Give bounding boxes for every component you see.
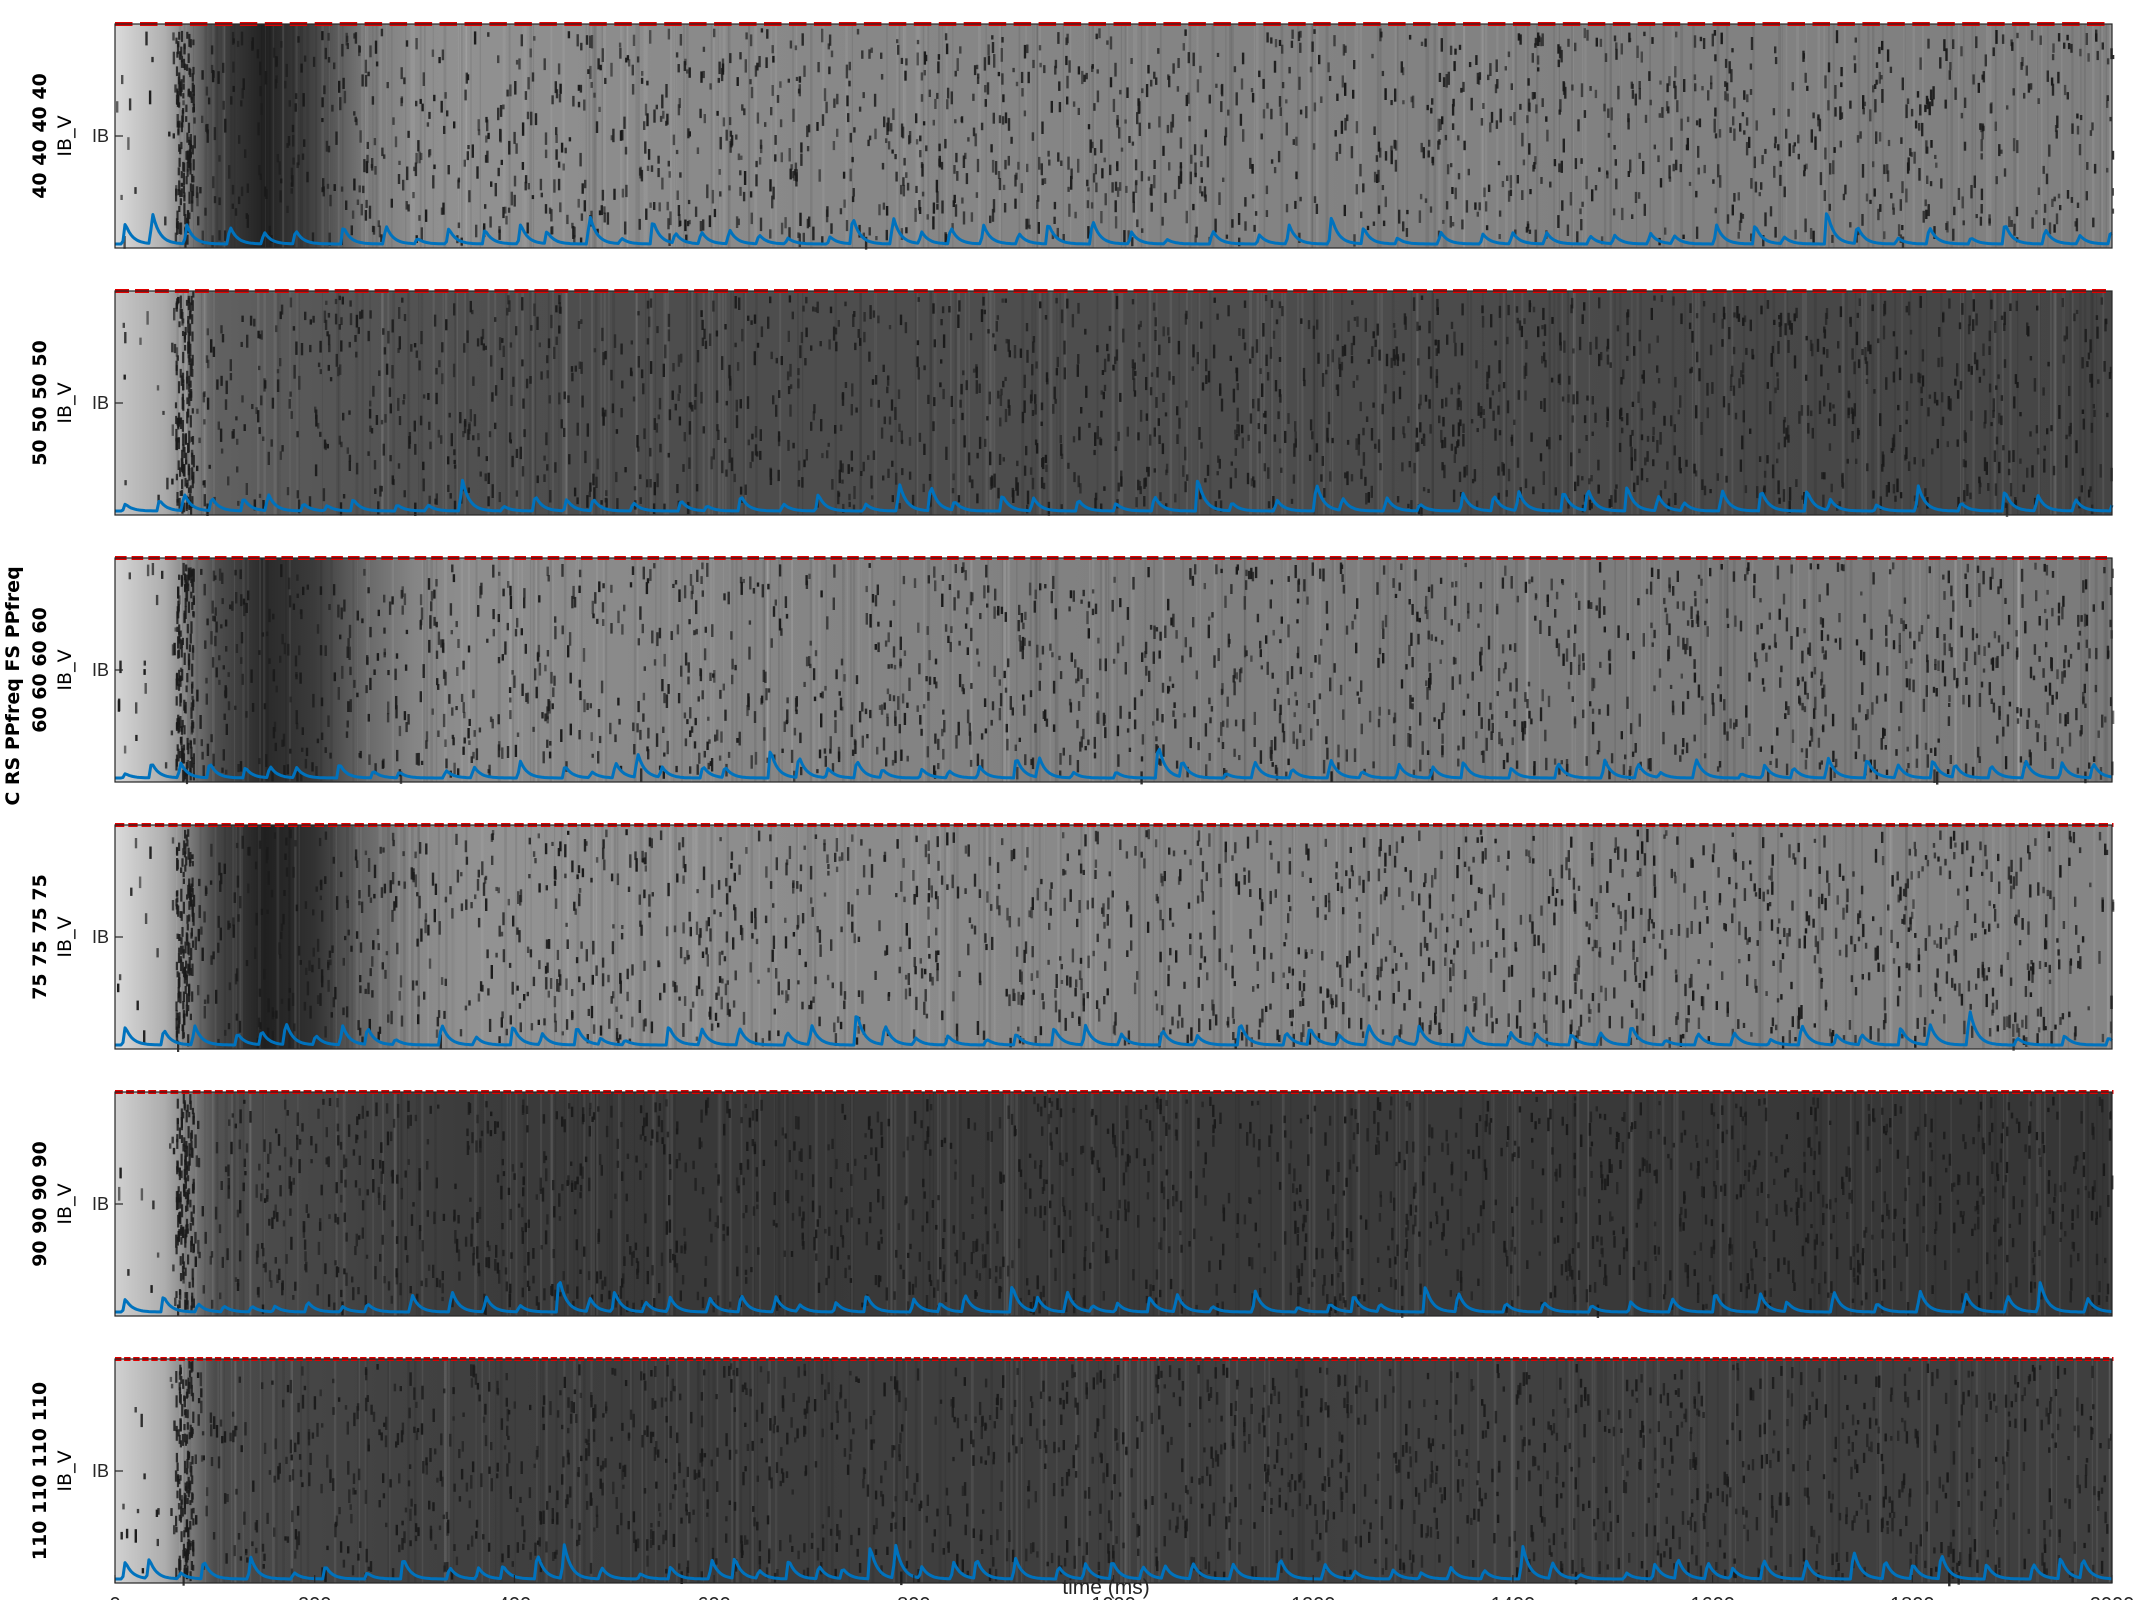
spike-raster [122,291,2113,517]
texture-streaks [179,1359,2114,1583]
x-tick-label: 1600 [1690,1594,1735,1600]
x-tick-label: 600 [697,1594,730,1600]
x-tick-label: 1200 [1291,1594,1336,1600]
panel-ytick: IB [92,1461,109,1481]
ib-v-trace [115,212,2113,246]
texture-streaks [175,825,2110,1049]
figure-left-label: C RS PPfreq FS PPfreq [2,566,24,805]
panel-ytick: IB [92,927,109,947]
x-tick-label: 1800 [1890,1594,1935,1600]
panel-freq-label: 75 75 75 75 [29,874,51,1000]
panel-ylabel: IB_V [54,1450,76,1491]
x-tick-label: 400 [498,1594,531,1600]
activity-background [115,24,2112,248]
panel-ylabel: IB_V [54,1183,76,1224]
spike-raster [118,1092,2114,1318]
activity-background [115,291,2112,515]
panel-ylabel: IB_V [54,382,76,423]
ib-v-trace [115,1010,2113,1047]
ib-v-trace [115,747,2113,780]
panel-freq-label: 40 40 40 40 [29,73,51,199]
panel-freq-label: 50 50 50 50 [29,340,51,466]
raster-panel: 40 40 40 40 IB_V IB [29,22,2115,250]
raster-panel: 50 50 50 50 IB_V IB [29,289,2114,517]
x-tick-label: 0 [109,1594,120,1600]
ib-v-trace [115,478,2114,513]
panel-freq-label: 110 110 110 110 [29,1382,51,1561]
activity-background [115,558,2112,782]
ib-v-trace [115,1543,2113,1581]
raster-panel: 90 90 90 90 IB_V IB [29,1090,2114,1318]
raster-panel: 75 75 75 75 IB_V IB [29,823,2115,1052]
raster-panel: 60 60 60 60 IB_V IB [29,556,2115,785]
panel-freq-label: 90 90 90 90 [29,1141,51,1267]
panel-freq-label: 60 60 60 60 [29,607,51,733]
x-tick-label: 800 [897,1594,930,1600]
x-tick-label: 2000 [2090,1594,2133,1600]
panel-ylabel: IB_V [54,649,76,690]
panel-ytick: IB [92,126,109,146]
spike-raster [120,1360,2113,1587]
x-axis-label: time (ms) [1062,1576,1150,1599]
x-tick-label: 200 [298,1594,331,1600]
ib-v-trace [115,1281,2113,1314]
x-tick-label: 1000 [1091,1594,1136,1600]
panel-ytick: IB [92,1194,109,1214]
activity-background [115,825,2112,1049]
panel-ytick: IB [92,393,109,413]
panel-ytick: IB [92,660,109,680]
spike-raster [117,562,2115,785]
panel-ylabel: IB_V [54,115,76,156]
panel-ylabel: IB_V [54,916,76,957]
x-axis: 0 200 400 600 800 1000 1200 1400 1600 1800 2000 [109,1575,2133,1600]
raster-panel: 110 110 110 110 IB_V IB [29,1357,2114,1587]
x-tick-label: 1400 [1491,1594,1536,1600]
